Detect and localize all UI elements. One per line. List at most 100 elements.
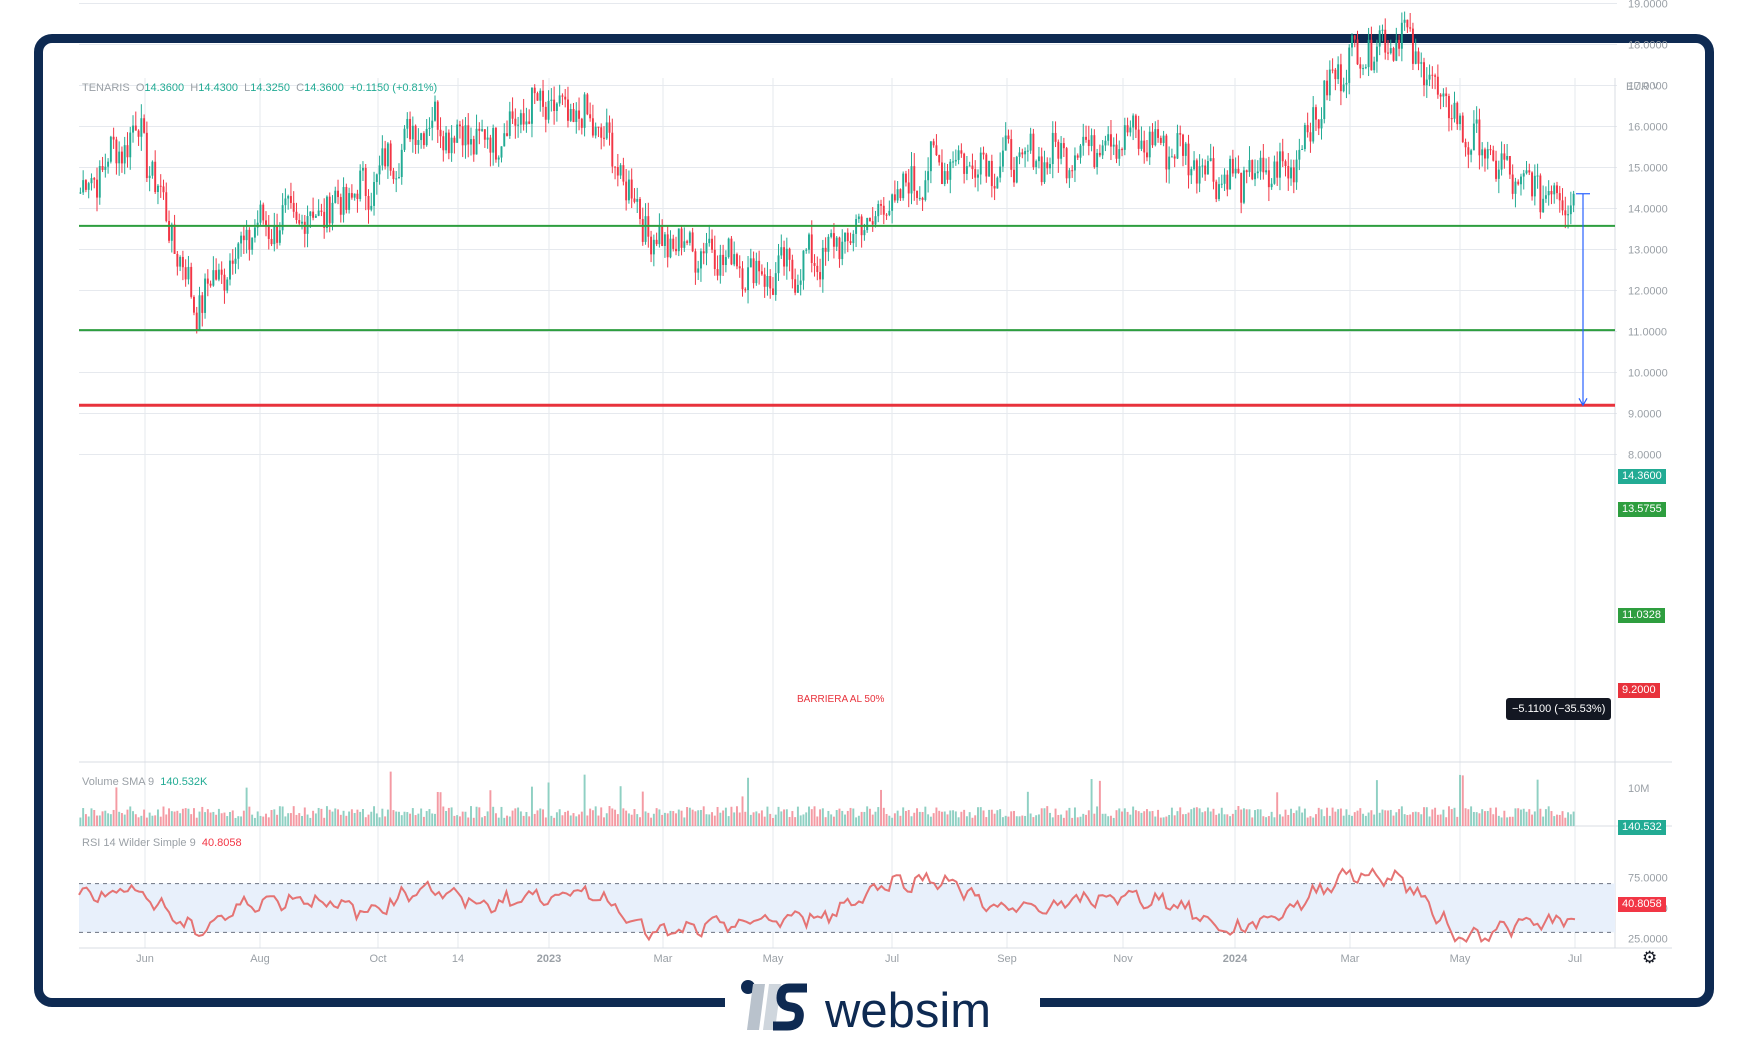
candle-body (475, 128, 478, 155)
volume-bar (118, 811, 121, 826)
candle-body (819, 272, 822, 280)
volume-bar (1384, 810, 1387, 826)
candle-body (1004, 135, 1007, 151)
volume-bar (586, 815, 589, 826)
volume-bar (398, 811, 400, 826)
candle-body (215, 270, 218, 280)
candle-body (849, 241, 852, 244)
volume-bar (855, 817, 858, 826)
volume-bar (1237, 806, 1240, 826)
volume-bar (1362, 813, 1365, 826)
candle-body (1387, 52, 1389, 54)
candle-body (478, 128, 481, 131)
volume-bar (1107, 816, 1110, 826)
volume-bar (1467, 809, 1470, 826)
volume-bar (1198, 808, 1201, 826)
candle-body (1411, 28, 1414, 64)
volume-bar (96, 815, 98, 826)
candle-body (1090, 135, 1093, 147)
volume-bar (406, 812, 409, 826)
candle-body (1265, 170, 1268, 173)
volume-bar (1265, 817, 1268, 826)
volume-bar (1564, 817, 1567, 826)
volume-bar (974, 815, 977, 826)
volume-bar (287, 813, 290, 826)
volume-bar (882, 807, 885, 826)
volume-bar (1417, 812, 1420, 826)
volume-bar (1096, 806, 1099, 826)
volume-bar (530, 786, 533, 826)
volume-bar (229, 811, 231, 826)
volume-bar (522, 815, 525, 826)
volume-bar (594, 806, 597, 826)
candle-body (492, 127, 495, 153)
candle-body (464, 125, 467, 146)
volume-bar (988, 809, 991, 826)
candle-body (1409, 27, 1412, 29)
volume-bar (1525, 811, 1528, 826)
volume-bar (481, 817, 484, 826)
volume-bar (1118, 808, 1121, 826)
volume-bar (1209, 811, 1212, 826)
volume-bar (702, 806, 705, 826)
volume-bar (1569, 814, 1572, 826)
candle-body (1398, 39, 1401, 49)
candle-body (680, 228, 683, 248)
candle-body (1021, 152, 1024, 155)
rsi-tick-label: 75.0000 (1628, 873, 1668, 885)
last-price-tag: 14.3600 (1618, 469, 1666, 484)
volume-bar (777, 806, 780, 826)
currency-selector[interactable]: EUR ˅ (1626, 81, 1659, 93)
candle-body (608, 122, 611, 133)
candle-body (603, 137, 605, 139)
measure-tooltip: −5.1100 (−35.53%) (1506, 698, 1612, 720)
volume-bar (536, 810, 539, 826)
candle-body (422, 133, 425, 146)
volume-bar (1179, 807, 1182, 826)
volume-bar (420, 808, 423, 826)
volume-bar (314, 813, 317, 826)
volume-bar (1126, 811, 1129, 826)
volume-bar (932, 813, 935, 826)
candle-body (1378, 30, 1381, 47)
volume-bar (339, 814, 342, 826)
candle-body (1500, 153, 1503, 170)
candle-body (727, 238, 730, 258)
gear-icon[interactable]: ⚙ (1642, 948, 1658, 967)
candle-body (1223, 174, 1226, 184)
candle-body (553, 99, 556, 111)
candle-body (1262, 157, 1265, 173)
volume-bar (572, 813, 575, 826)
candle-body (298, 220, 301, 224)
volume-bar (276, 814, 279, 826)
candle-body (1146, 152, 1148, 158)
volume-bar (591, 810, 594, 826)
volume-bar (558, 809, 561, 826)
candle-body (539, 90, 542, 101)
volume-bar (639, 817, 641, 826)
volume-bar (1550, 811, 1553, 826)
volume-bar (772, 817, 774, 826)
candle-body (1481, 149, 1484, 156)
volume-bar (844, 814, 846, 826)
volume-bar (447, 807, 450, 826)
candle-body (1315, 107, 1317, 120)
candle-body (411, 125, 414, 140)
candle-body (1157, 129, 1160, 138)
volume-bar (414, 815, 417, 826)
volume-bar (1567, 812, 1570, 826)
volume-bar (860, 811, 863, 826)
volume-bar (835, 810, 838, 826)
candle-body (481, 129, 484, 131)
candle-body (453, 137, 456, 143)
candle-body (946, 171, 949, 180)
volume-bar (1398, 809, 1401, 826)
volume-bar (156, 809, 159, 826)
candle-body (874, 216, 877, 225)
candle-body (1206, 161, 1209, 175)
volume-bar (1035, 815, 1038, 826)
candle-body (1046, 162, 1049, 169)
candle-body (1071, 170, 1074, 172)
candle-body (287, 196, 290, 199)
